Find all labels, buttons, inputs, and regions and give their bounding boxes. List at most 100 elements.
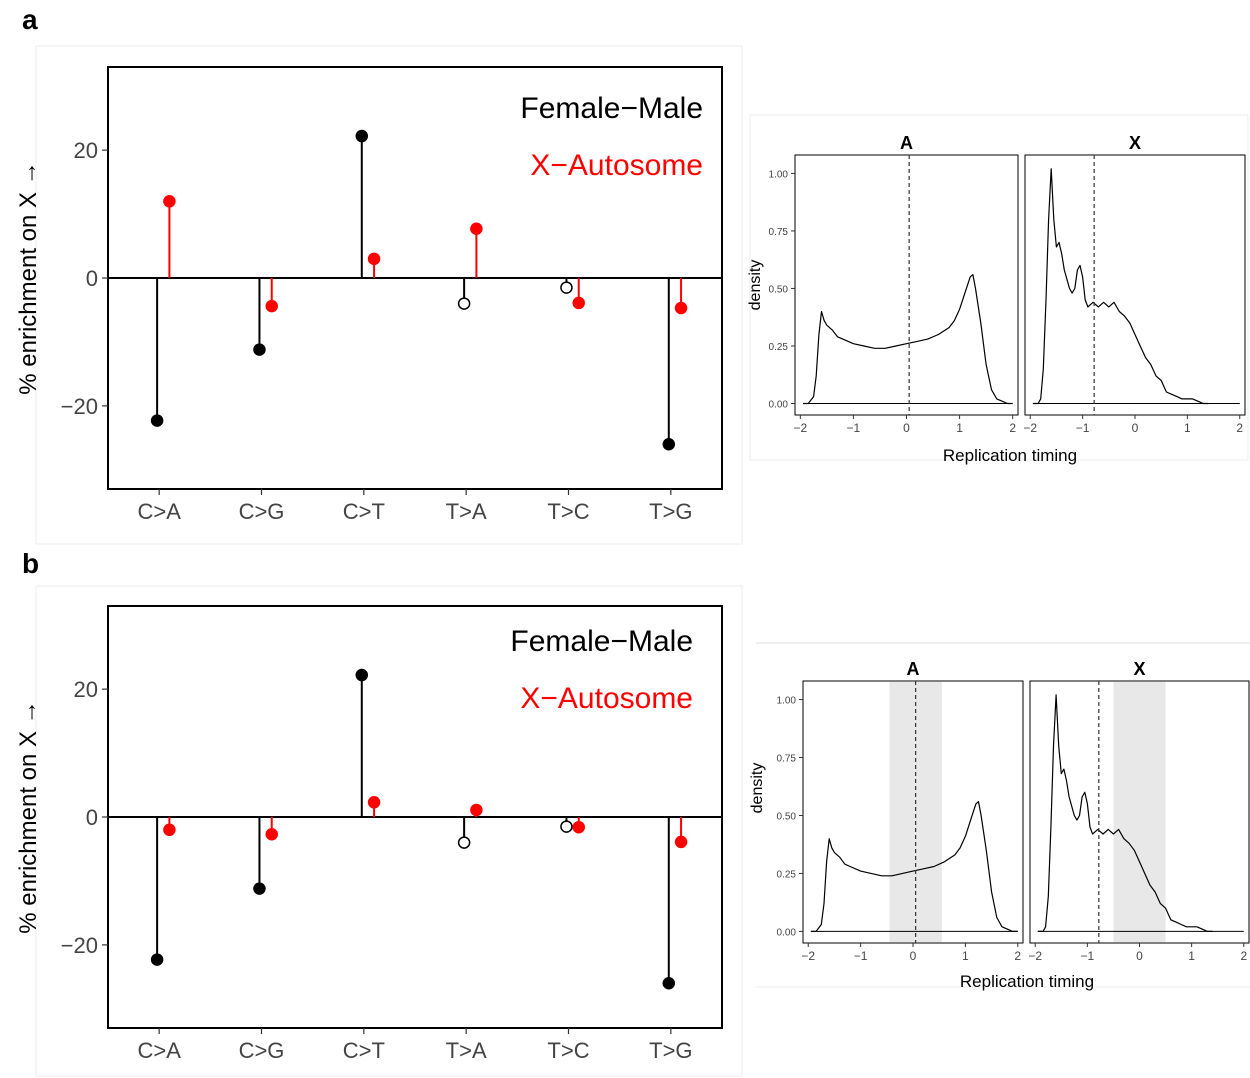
b-density-facet-0-title: A <box>907 659 920 679</box>
a-lollipop-ytick-label-1: 0 <box>86 266 98 291</box>
b-density-facet-0-xtick-label-1: −1 <box>854 949 868 963</box>
a-density-ytick-label-3: 0.75 <box>769 227 789 238</box>
a-lollipop-series1-point-1 <box>265 299 278 313</box>
panel-a-density-frame <box>749 114 1249 461</box>
a-density-facet-1-xtick-label-3: 1 <box>1184 421 1191 435</box>
panel-a-frame <box>35 45 743 545</box>
b-density-facet-0-xtick-label-2: 0 <box>910 949 917 963</box>
b-lollipop-xtick-label-4: T>C <box>547 1038 589 1063</box>
b-lollipop-series1-point-2 <box>367 796 381 809</box>
b-density-facet-1-title: X <box>1133 659 1145 679</box>
b-lollipop-xtick-label-2: C>T <box>343 1038 385 1063</box>
a-density-chart: A −2 −1 0 1 2 0.00 0.25 0.50 0.75 1.00 X −2 −1 0 1 2 dens… <box>747 133 1246 465</box>
a-density-ytick-label-1: 0.25 <box>769 342 789 353</box>
b-density-facet-1-shade <box>1113 682 1166 942</box>
b-lollipop-xtick-label-5: T>G <box>649 1038 692 1063</box>
a-lollipop-series1-point-5 <box>674 301 688 315</box>
b-density-facet-0-xtick-label-4: 2 <box>1014 949 1021 963</box>
a-lollipop-xtick-label-4: T>C <box>547 499 589 524</box>
b-density-facet-1-xtick-label-0: −2 <box>1028 949 1042 963</box>
a-lollipop-series1-point-3 <box>470 222 483 236</box>
b-density-ytick-label-4: 1.00 <box>777 696 797 707</box>
b-density-xlabel: Replication timing <box>960 972 1094 991</box>
b-density-facet-1-xtick-label-2: 0 <box>1136 949 1143 963</box>
a-density-facet-0-density-line <box>803 274 1013 405</box>
a-density-facet-1-xtick-label-4: 2 <box>1236 421 1243 435</box>
b-density-ytick-label-2: 0.50 <box>777 811 797 822</box>
a-lollipop-series1-point-0 <box>163 195 176 208</box>
a-density-xlabel: Replication timing <box>943 446 1077 465</box>
b-density-ytick-label-0: 0.00 <box>777 927 797 938</box>
a-density-facet-1-frame <box>1024 154 1246 416</box>
a-lollipop-legend-series1: X−Autosome <box>530 149 703 182</box>
b-density-facet-1-xtick-label-4: 2 <box>1240 949 1247 963</box>
a-density-facet-1-density-line <box>1032 168 1209 405</box>
b-lollipop-series0-point-1 <box>253 882 266 895</box>
b-lollipop-series1-point-3 <box>470 803 483 817</box>
b-lollipop-series0-point-4 <box>560 820 573 833</box>
b-lollipop-xtick-label-3: T>A <box>446 1038 487 1063</box>
a-density-facet-1-xtick-label-0: −2 <box>1023 421 1037 435</box>
a-density-facet-0-title: A <box>900 133 913 153</box>
a-lollipop-series0-point-4 <box>560 281 573 294</box>
a-lollipop-series0-point-5 <box>662 437 676 451</box>
a-density-ylabel: density <box>747 260 764 311</box>
b-lollipop-series1-point-5 <box>674 835 688 849</box>
a-density-facet-0: A −2 −1 0 1 2 0.00 0.25 0.50 0.75 1.00 <box>769 133 1019 435</box>
a-density-facet-1: X −2 −1 0 1 2 <box>1023 133 1246 435</box>
b-density-facet-0-density-line <box>810 801 1018 932</box>
a-lollipop-xtick-label-0: C>A <box>137 499 181 524</box>
a-density-facet-0-xtick-label-2: 0 <box>903 421 910 435</box>
b-density-ytick-label-1: 0.25 <box>777 869 797 880</box>
a-lollipop-series0-point-3 <box>457 297 471 310</box>
b-lollipop-series0-point-2 <box>355 668 369 682</box>
b-lollipop-series1-point-4 <box>572 820 585 834</box>
b-lollipop-legend-series1: X−Autosome <box>520 682 693 715</box>
b-density-facet-0-shade <box>889 682 942 942</box>
b-density-chart: A −2 −1 0 1 2 0.00 0.25 0.50 0.75 1.00 X −2 −1 0 1 2 dens… <box>749 659 1250 991</box>
b-lollipop-ytick-label-1: 0 <box>86 805 98 830</box>
b-lollipop-series0-point-3 <box>457 836 471 849</box>
a-lollipop-ylabel: % enrichment on X → <box>15 161 42 394</box>
panel-letter-a: a <box>22 4 38 35</box>
b-lollipop-ytick-label-2: 20 <box>74 677 98 702</box>
a-density-facet-0-xtick-label-1: −1 <box>847 421 861 435</box>
b-density-facet-0-xtick-label-3: 1 <box>962 949 969 963</box>
a-lollipop-xtick-label-1: C>G <box>239 499 285 524</box>
a-lollipop-series1-point-4 <box>572 296 585 310</box>
a-lollipop-legend-series0: Female−Male <box>520 92 703 125</box>
a-lollipop-xtick-label-3: T>A <box>446 499 487 524</box>
a-density-facet-1-xtick-label-1: −1 <box>1076 421 1090 435</box>
b-density-facet-1-xtick-label-1: −1 <box>1081 949 1095 963</box>
a-density-facet-1-xtick-label-2: 0 <box>1132 421 1139 435</box>
b-density-facet-0-xtick-label-0: −2 <box>801 949 815 963</box>
a-density-ytick-label-2: 0.50 <box>769 284 789 295</box>
b-lollipop-series1-point-1 <box>265 828 278 841</box>
a-lollipop-ytick-label-2: 20 <box>74 138 98 163</box>
b-lollipop-chart: −20 0 20 C>A C>G C>T T>A T>C T>G % enrichment on … <box>15 605 723 1063</box>
panel-b-frame <box>35 585 743 1077</box>
b-density-facet-1-xtick-label-3: 1 <box>1188 949 1195 963</box>
a-density-ytick-label-0: 0.00 <box>769 399 789 410</box>
b-lollipop-legend-series0: Female−Male <box>510 625 693 658</box>
b-lollipop-ytick-label-0: −20 <box>61 933 98 958</box>
a-density-facet-1-title: X <box>1129 133 1141 153</box>
b-lollipop-series1-point-0 <box>163 823 176 837</box>
a-lollipop-xtick-label-5: T>G <box>649 499 692 524</box>
a-density-facet-0-frame <box>794 154 1019 416</box>
a-density-facet-0-xtick-label-0: −2 <box>793 421 807 435</box>
a-lollipop-ytick-label-0: −20 <box>61 394 98 419</box>
a-lollipop-series0-point-2 <box>355 129 369 143</box>
b-density-ytick-label-3: 0.75 <box>777 754 797 765</box>
b-density-facet-1: X −2 −1 0 1 2 <box>1028 659 1250 963</box>
a-lollipop-xtick-label-2: C>T <box>343 499 385 524</box>
a-density-facet-0-xtick-label-3: 1 <box>956 421 963 435</box>
b-density-facet-0: A −2 −1 0 1 2 0.00 0.25 0.50 0.75 1.00 <box>777 659 1024 963</box>
b-lollipop-xtick-label-0: C>A <box>137 1038 181 1063</box>
a-lollipop-series0-point-1 <box>253 343 266 356</box>
b-lollipop-ylabel: % enrichment on X → <box>15 700 42 933</box>
b-lollipop-series0-point-5 <box>662 976 676 990</box>
b-lollipop-xtick-label-1: C>G <box>239 1038 285 1063</box>
panel-letter-b: b <box>22 548 40 579</box>
